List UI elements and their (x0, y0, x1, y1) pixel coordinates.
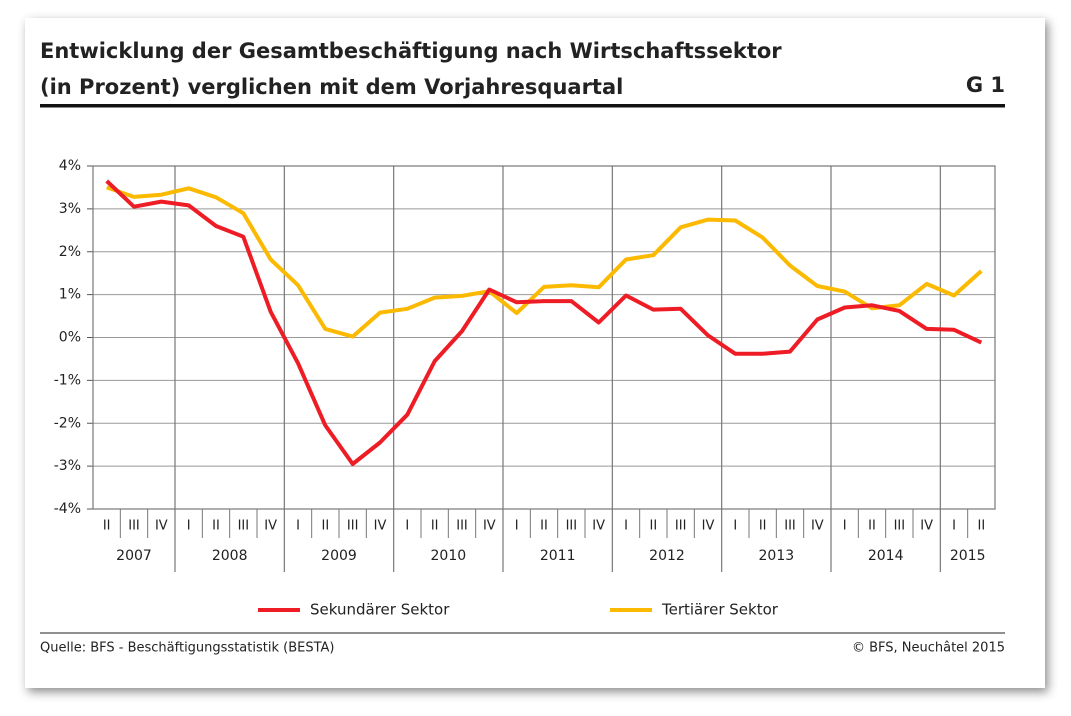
series-line (105, 179, 983, 466)
y-tick-label: 4% (59, 158, 81, 174)
rule (40, 104, 1005, 108)
x-tick-label: IV (811, 519, 824, 534)
year-label: 2014 (868, 548, 904, 564)
x-tick-label: III (238, 519, 250, 534)
x-tick-label: III (128, 519, 140, 534)
source: Quelle: BFS - Beschäftigungsstatistik (B… (40, 641, 334, 656)
x-tick-label: II (977, 519, 985, 534)
legend-label: Tertiärer Sektor (661, 601, 779, 619)
x-tick-label: II (431, 519, 439, 534)
x-tick-label: II (759, 519, 767, 534)
x-tick-label: III (566, 519, 578, 534)
y-tick-label: -2% (54, 415, 81, 431)
year-label: 2015 (950, 548, 986, 564)
x-tick-label: II (321, 519, 329, 534)
y-tick-label: 2% (59, 244, 81, 260)
y-tick-label: 0% (59, 330, 81, 346)
x-tick-label: II (868, 519, 876, 534)
x-tick-label: IV (592, 519, 605, 534)
x-tick-label: III (456, 519, 468, 534)
year-label: 2008 (212, 548, 248, 564)
x-tick-label: III (784, 519, 796, 534)
x-tick-label: II (649, 519, 657, 534)
x-tick-label: IV (264, 519, 277, 534)
plot-frame (92, 165, 996, 510)
x-tick-label: IV (155, 519, 168, 534)
year-label: 2012 (649, 548, 685, 564)
y-tick-label: -4% (54, 501, 81, 517)
x-tick-label: III (894, 519, 906, 534)
title: (in Prozent) verglichen mit dem Vorjahre… (40, 75, 623, 99)
year-label: 2011 (540, 548, 576, 564)
year-label: 2007 (116, 548, 152, 564)
title: Entwicklung der Gesamtbeschäftigung nach… (40, 39, 782, 63)
copyright: © BFS, Neuchâtel 2015 (852, 641, 1005, 656)
x-tick-label: IV (483, 519, 496, 534)
x-tick-label: I (187, 519, 191, 534)
x-tick-label: II (103, 519, 111, 534)
x-tick-label: III (675, 519, 687, 534)
year-label: 2013 (759, 548, 795, 564)
x-tick-label: II (212, 519, 220, 534)
year-label: 2010 (431, 548, 467, 564)
x-tick-label: I (624, 519, 628, 534)
x-tick-label: I (296, 519, 300, 534)
y-tick-label: -3% (54, 458, 81, 474)
x-tick-label: I (952, 519, 956, 534)
series-line (106, 185, 983, 339)
x-tick-label: IV (702, 519, 715, 534)
legend-label: Sekundärer Sektor (310, 601, 450, 619)
y-tick-label: -1% (54, 372, 81, 388)
x-tick-label: I (843, 519, 847, 534)
x-tick-label: I (733, 519, 737, 534)
y-tick-label: 3% (59, 201, 81, 217)
figure-id: G 1 (966, 73, 1005, 97)
y-tick-label: 1% (59, 287, 81, 303)
card (25, 18, 1045, 688)
x-tick-label: IV (920, 519, 933, 534)
x-tick-label: IV (374, 519, 387, 534)
x-tick-label: I (405, 519, 409, 534)
year-label: 2009 (321, 548, 357, 564)
x-tick-label: I (515, 519, 519, 534)
x-tick-label: II (540, 519, 548, 534)
x-tick-label: III (347, 519, 359, 534)
